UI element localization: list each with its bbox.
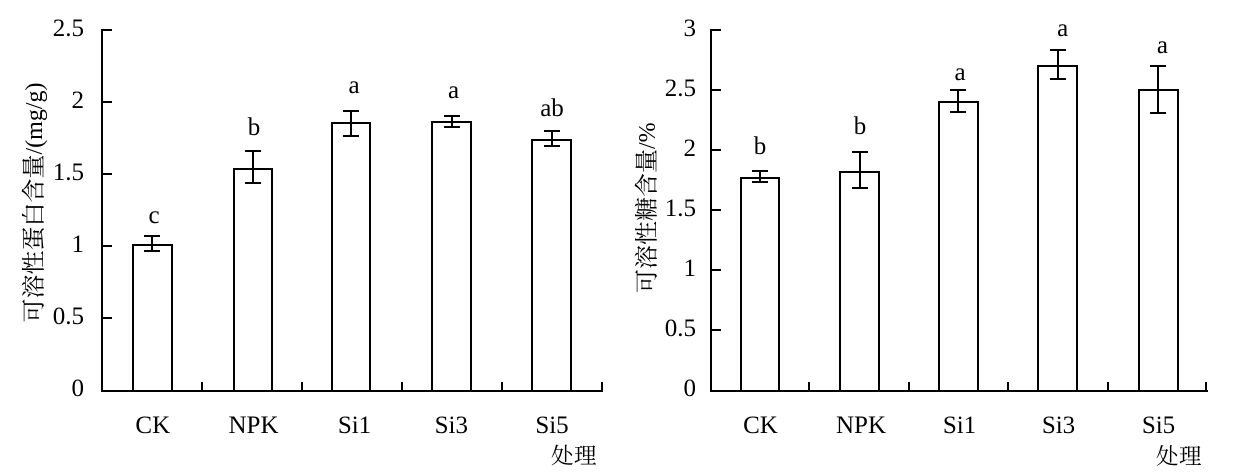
- svg-text:/%: /%: [635, 122, 661, 149]
- svg-text:/(mg/g): /(mg/g): [22, 83, 48, 155]
